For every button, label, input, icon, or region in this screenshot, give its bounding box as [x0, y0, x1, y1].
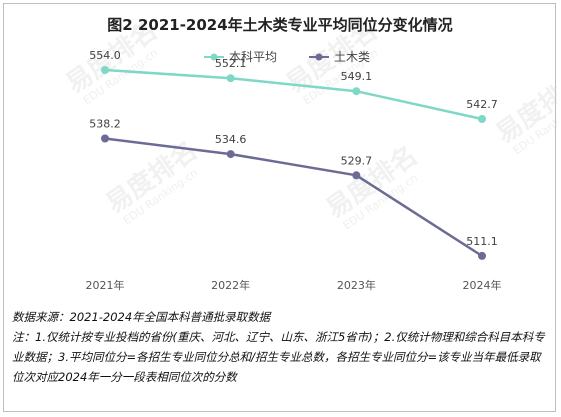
data-label: 538.2 [89, 118, 121, 131]
data-label: 549.1 [341, 70, 373, 83]
data-label-layer: 554.0 552.1 549.1 542.7 538.2 534.6 529.7 511.1 [89, 49, 498, 248]
legend: 本科平均 土木类 [204, 50, 370, 64]
data-point [352, 87, 361, 96]
x-tick-label: 2021年 [86, 278, 125, 292]
data-point [226, 150, 235, 159]
data-label: 542.7 [466, 98, 498, 111]
data-point [352, 171, 361, 180]
data-label: 534.6 [215, 133, 247, 146]
series-layer [101, 66, 486, 260]
data-label: 552.1 [215, 57, 247, 70]
x-tick-label: 2023年 [337, 278, 376, 292]
methodology-note: 注：1.仅统计按专业投档的省份(重庆、河北、辽宁、山东、浙江5省市)；2.仅统计… [12, 330, 545, 384]
legend-label-2: 土木类 [334, 50, 370, 64]
legend-marker-2 [315, 53, 323, 61]
data-label: 511.1 [466, 235, 498, 248]
legend-label-1: 本科平均 [229, 50, 277, 64]
x-tick-label: 2024年 [463, 278, 502, 292]
x-axis-ticks: 2021年 2022年 2023年 2024年 [86, 278, 502, 292]
chart-title: 图2 2021-2024年土木类专业平均同位分变化情况 [107, 16, 452, 34]
data-label: 529.7 [341, 154, 373, 167]
data-point [101, 134, 109, 143]
data-point [478, 115, 486, 123]
data-source-note: 数据来源：2021-2024年全国本科普通批录取数据 [12, 310, 271, 324]
data-point [101, 66, 109, 74]
footnotes: 数据来源：2021-2024年全国本科普通批录取数据 注：1.仅统计按专业投档的… [12, 307, 552, 387]
data-point [226, 74, 235, 83]
x-tick-label: 2022年 [211, 278, 250, 292]
data-point [478, 251, 486, 260]
data-label: 554.0 [89, 49, 121, 62]
series-line-1 [104, 68, 483, 121]
chart-frame: 易度排名 EDU Ranking.cn 易度排名 EDU Ranking.cn 易度排名… [3, 3, 557, 412]
series-line-2 [104, 137, 483, 257]
legend-marker-1 [210, 53, 218, 61]
